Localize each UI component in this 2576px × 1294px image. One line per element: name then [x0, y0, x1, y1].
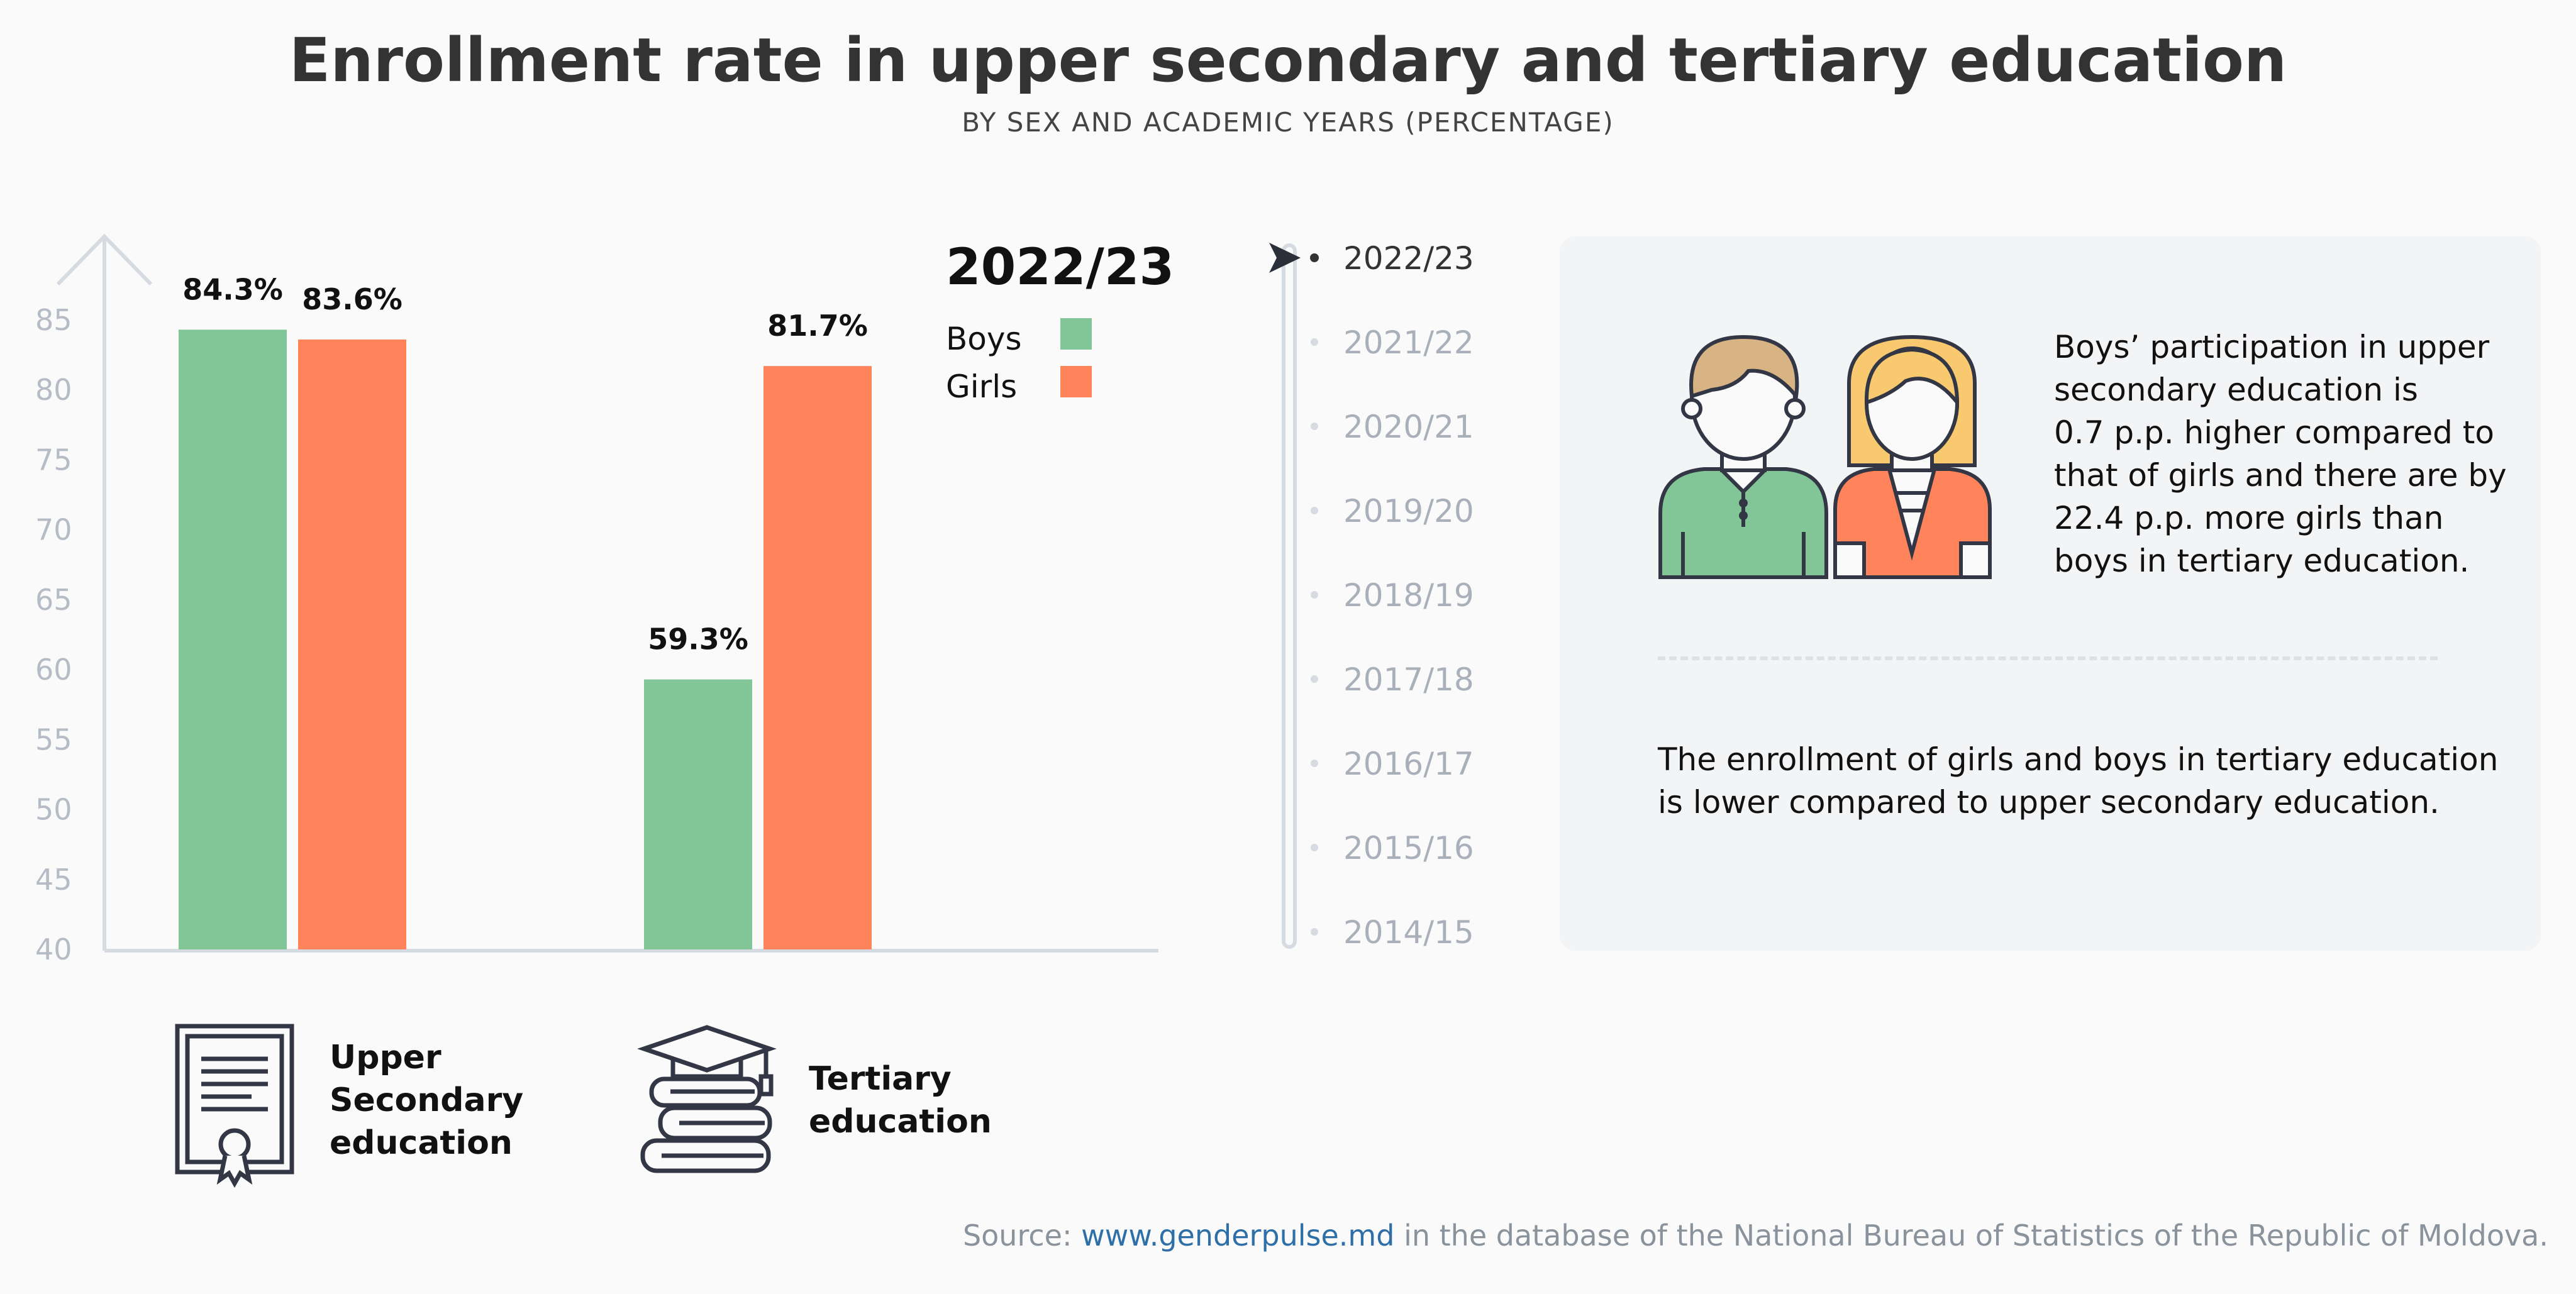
- legend-title: 2022/23: [946, 238, 1174, 296]
- data-label-girls-1: 81.7%: [767, 309, 868, 343]
- timeline-dot[interactable]: [1311, 507, 1318, 514]
- timeline-pointer-icon: [1269, 243, 1301, 273]
- timeline-dot[interactable]: [1311, 591, 1318, 599]
- y-tick-label: 70: [35, 513, 72, 547]
- girl-icon: [1833, 335, 1992, 579]
- y-tick-label: 60: [35, 653, 72, 687]
- timeline-year-2020-21[interactable]: 2020/21: [1343, 409, 1474, 445]
- timeline-dot[interactable]: [1311, 675, 1318, 683]
- source-note: Source: www.genderpulse.md in the databa…: [963, 1219, 2548, 1253]
- y-tick-label: 65: [35, 583, 72, 617]
- timeline-year-2021-22[interactable]: 2021/22: [1343, 324, 1474, 361]
- data-labels: 84.3% 59.3% 83.6% 81.7%: [182, 272, 868, 656]
- source-link[interactable]: www.genderpulse.md: [1081, 1219, 1395, 1253]
- y-ticks: 40 45 50 55 60 65 70 75 80 85: [35, 303, 72, 966]
- legend-swatch-girls: [1060, 366, 1092, 397]
- y-tick-label: 80: [35, 373, 72, 407]
- panel-divider: [1658, 656, 2438, 660]
- legend-swatch-boys: [1060, 318, 1092, 350]
- data-label-boys-0: 84.3%: [182, 272, 283, 306]
- bar-boys-1: [644, 679, 752, 949]
- timeline-year-2017-18[interactable]: 2017/18: [1343, 661, 1474, 698]
- y-tick-label: 55: [35, 722, 72, 756]
- timeline-year-2022-23[interactable]: 2022/23: [1343, 240, 1474, 277]
- y-axis: [56, 233, 153, 951]
- timeline-year-2016-17[interactable]: 2016/17: [1343, 746, 1474, 782]
- y-tick-label: 45: [35, 863, 72, 897]
- timeline-dot[interactable]: [1311, 844, 1318, 851]
- y-tick-label: 85: [35, 303, 72, 337]
- timeline-dot[interactable]: [1311, 338, 1318, 346]
- panel-text-enrollment: The enrollment of girls and boys in tert…: [1658, 741, 2499, 821]
- y-tick-label: 50: [35, 793, 72, 827]
- timeline-year-2019-20[interactable]: 2019/20: [1343, 493, 1474, 529]
- timeline-dot[interactable]: [1311, 928, 1318, 936]
- legend-label-boys: Boys: [946, 321, 1022, 357]
- bar-girls-1: [763, 366, 872, 949]
- certificate-icon: [175, 1024, 294, 1188]
- y-tick-label: 75: [35, 443, 72, 477]
- timeline-years: 2022/23 2021/22 2020/21 2019/20 2018/19 2017/…: [1310, 240, 1474, 951]
- timeline-year-2014-15[interactable]: 2014/15: [1343, 914, 1474, 951]
- source-text: in the database of the National Bureau o…: [1394, 1219, 2548, 1253]
- source-label: Source:: [962, 1219, 1072, 1253]
- boy-icon: [1658, 335, 1828, 579]
- timeline-track: [1282, 243, 1297, 949]
- timeline-dot[interactable]: [1310, 253, 1319, 262]
- bar-boys-0: [179, 329, 287, 949]
- data-label-boys-1: 59.3%: [648, 622, 748, 656]
- timeline-year-2018-19[interactable]: 2018/19: [1343, 577, 1474, 614]
- y-tick-label: 40: [35, 932, 72, 966]
- timeline-dot[interactable]: [1311, 760, 1318, 767]
- legend-label-girls: Girls: [946, 368, 1017, 405]
- category-label-tertiary: Tertiary education: [809, 1060, 992, 1141]
- bar-girls-0: [298, 339, 406, 949]
- timeline-dot[interactable]: [1311, 423, 1318, 430]
- category-label-upper-secondary: Upper Secondary education: [330, 1039, 524, 1162]
- page-title: Enrollment rate in upper secondary and t…: [289, 25, 2287, 96]
- data-label-girls-0: 83.6%: [302, 282, 402, 316]
- timeline-year-2015-16[interactable]: 2015/16: [1343, 830, 1474, 866]
- page-subtitle: BY SEX AND ACADEMIC YEARS (PERCENTAGE): [962, 107, 1614, 138]
- bars: [179, 329, 872, 949]
- panel-text-boys-participation: Boys’ participation in upper secondary e…: [2054, 329, 2507, 579]
- graduation-books-icon: [637, 1025, 777, 1173]
